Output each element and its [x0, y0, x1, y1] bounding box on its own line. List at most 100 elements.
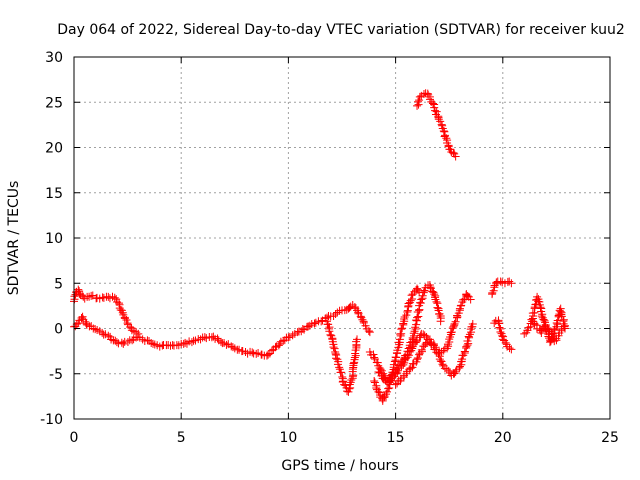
x-tick-label: 15: [387, 430, 405, 446]
data-point: [460, 347, 469, 356]
data-point: [126, 323, 135, 332]
data-point: [305, 321, 314, 330]
data-point: [370, 376, 379, 385]
data-point: [370, 353, 379, 362]
data-point: [403, 307, 412, 316]
y-tick-label: -10: [40, 412, 63, 428]
data-point: [408, 363, 417, 372]
data-point: [464, 332, 473, 341]
data-point: [536, 303, 545, 312]
grid: [74, 57, 610, 419]
data-point: [537, 312, 546, 321]
x-axis-ticks: 0 5 10 15 20 25: [70, 57, 619, 446]
data-point: [330, 344, 339, 353]
data-point: [187, 338, 196, 347]
data-point: [356, 312, 365, 321]
data-point: [404, 351, 413, 360]
data-point: [298, 325, 307, 334]
series-track: [322, 317, 362, 396]
data-point: [128, 336, 137, 345]
data-point: [400, 313, 409, 322]
y-tick-label: 0: [54, 322, 63, 338]
data-point: [209, 332, 218, 341]
data-point: [420, 331, 429, 340]
data-point: [181, 338, 190, 347]
data-point: [228, 343, 237, 352]
series-track: [488, 277, 516, 299]
data-point: [123, 337, 132, 346]
data-point: [413, 355, 422, 364]
data-point: [388, 373, 397, 382]
data-point: [147, 338, 156, 347]
data-point: [338, 373, 347, 382]
data-point: [557, 310, 566, 319]
y-tick-label: 20: [45, 141, 63, 157]
data-point: [380, 392, 389, 401]
data-point: [435, 310, 444, 319]
data-point: [254, 349, 263, 358]
data-point: [466, 295, 475, 304]
data-point: [431, 295, 440, 304]
data-point: [413, 313, 422, 322]
y-tick-label: 25: [45, 95, 63, 111]
y-tick-label: 5: [54, 276, 63, 292]
data-point: [148, 339, 157, 348]
data-point: [353, 335, 362, 344]
data-point: [77, 313, 86, 322]
data-point: [398, 324, 407, 333]
data-point: [213, 334, 222, 343]
data-point: [501, 338, 510, 347]
data-point: [112, 338, 121, 347]
data-points: [70, 89, 569, 405]
data-point: [442, 134, 451, 143]
data-point: [560, 321, 569, 330]
data-point: [426, 283, 435, 292]
data-point: [271, 343, 280, 352]
data-point: [390, 357, 399, 366]
data-point: [520, 329, 529, 338]
data-point: [403, 353, 412, 362]
y-tick-label: 30: [45, 50, 63, 66]
data-point: [543, 324, 552, 333]
data-point: [196, 335, 205, 344]
data-point: [227, 342, 236, 351]
data-point: [445, 335, 454, 344]
data-point: [329, 312, 338, 321]
data-point: [443, 344, 452, 353]
chart-title: Day 064 of 2022, Sidereal Day-to-day VTE…: [57, 22, 625, 38]
data-point: [429, 288, 438, 297]
data-point: [463, 337, 472, 346]
data-point: [451, 152, 460, 161]
data-point: [333, 308, 342, 317]
data-point: [535, 324, 544, 333]
data-point: [432, 348, 441, 357]
data-point: [384, 384, 393, 393]
data-point: [413, 101, 422, 110]
data-point: [436, 117, 445, 126]
data-point: [505, 344, 514, 353]
series-track: [70, 285, 143, 338]
data-point: [399, 360, 408, 369]
data-point: [450, 319, 459, 328]
data-point: [264, 350, 273, 359]
data-point: [413, 284, 422, 293]
data-point: [399, 319, 408, 328]
y-axis-ticks: -10 -5 0 5 10 15 20 25 30: [40, 50, 610, 428]
data-point: [365, 328, 374, 337]
data-point: [207, 333, 216, 342]
series-track: [413, 89, 460, 161]
data-point: [267, 346, 276, 355]
data-point: [540, 322, 549, 331]
y-tick-label: 15: [45, 186, 63, 202]
data-point: [414, 312, 423, 321]
data-point: [432, 297, 441, 306]
y-tick-label: 10: [45, 231, 63, 247]
data-point: [427, 284, 436, 293]
data-point: [408, 344, 417, 353]
data-point: [345, 380, 354, 389]
data-point: [325, 327, 334, 336]
data-point: [406, 296, 415, 305]
x-tick-label: 10: [279, 430, 297, 446]
data-point: [344, 304, 353, 313]
